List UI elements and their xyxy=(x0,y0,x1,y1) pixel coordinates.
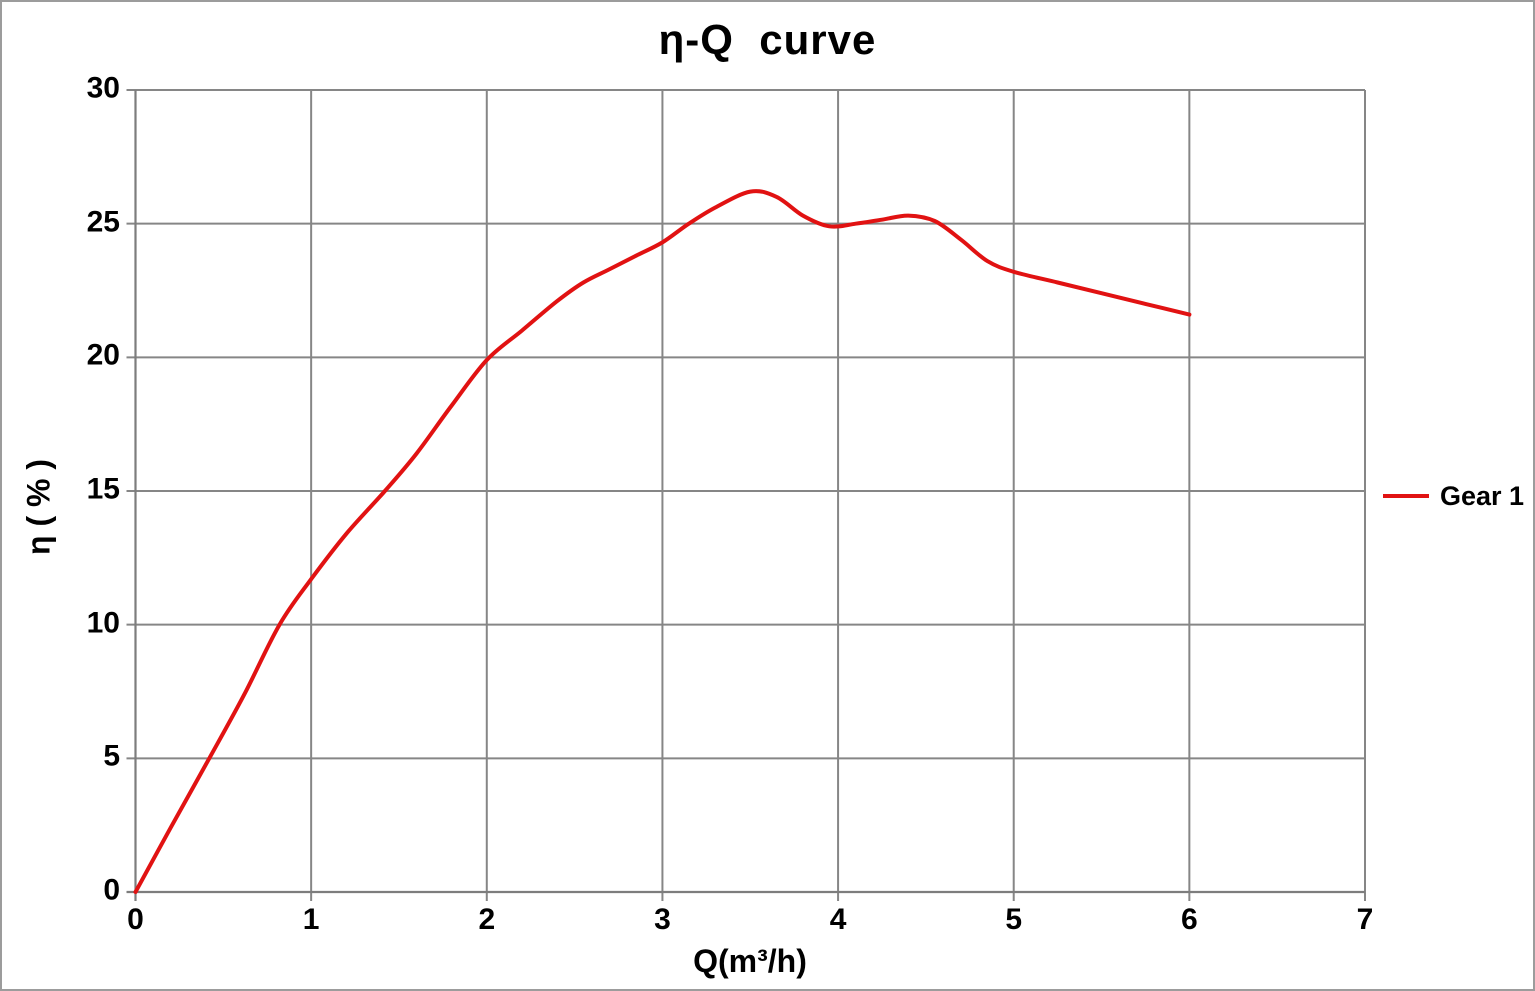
y-tick-label: 5 xyxy=(103,739,120,773)
x-tick-label: 0 xyxy=(127,903,144,936)
x-axis-label: Q(m³/h) xyxy=(693,943,807,979)
x-tick-label: 7 xyxy=(1356,903,1374,936)
y-tick-label: 10 xyxy=(86,606,120,640)
y-axis-label: η ( % ) xyxy=(20,459,57,555)
x-tick-label: 6 xyxy=(1181,903,1198,936)
y-tick-label: 15 xyxy=(86,472,120,506)
legend: Gear 1 xyxy=(1383,481,1524,511)
x-tick-label: 4 xyxy=(829,903,847,936)
y-tick-label: 30 xyxy=(86,71,120,105)
legend-series-label: Gear 1 xyxy=(1440,480,1525,511)
x-tick-label: 2 xyxy=(478,903,496,936)
legend-line-swatch xyxy=(1383,494,1429,498)
y-tick-label: 25 xyxy=(86,205,120,239)
y-tick-label: 20 xyxy=(86,338,120,372)
x-tick-label: 3 xyxy=(654,903,671,936)
y-tick-label: 0 xyxy=(103,873,120,907)
chart-title: η-Q curve xyxy=(658,16,877,63)
x-tick-label: 5 xyxy=(1005,903,1023,936)
x-tick-label: 1 xyxy=(302,903,320,936)
series-gear1-curve xyxy=(133,189,1192,894)
